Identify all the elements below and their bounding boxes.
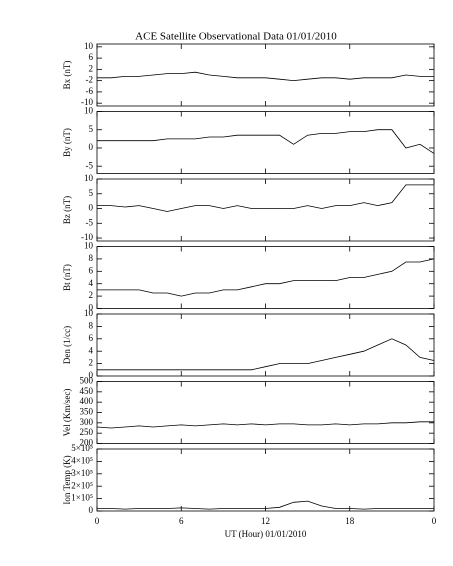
y-tick-label: 6 (89, 265, 94, 275)
panel-frame (96, 381, 435, 444)
y-tick-label: -6 (86, 86, 94, 96)
y-tick-label: 0 (89, 203, 94, 213)
y-tick-label: 2 (89, 63, 94, 73)
y-tick-label: 2 (89, 290, 94, 300)
data-line (97, 184, 434, 212)
y-axis-label: Bt (nT) (62, 264, 72, 291)
y-tick-label: 5×10⁵ (71, 443, 93, 453)
y-tick-label: -5 (86, 217, 94, 227)
y-tick-label: 8 (89, 320, 94, 330)
y-tick-label: 500 (80, 376, 94, 386)
y-tick-label: 4 (89, 345, 94, 355)
y-axis-label: Den (1/cc) (62, 326, 72, 364)
x-tick-label: 6 (179, 516, 184, 526)
data-line (97, 129, 435, 154)
x-axis-label: UT (Hour) 01/01/2010 (225, 529, 307, 539)
y-tick-label: 250 (80, 427, 94, 437)
y-tick-label: -2 (86, 75, 94, 85)
y-tick-label: -5 (86, 160, 94, 170)
y-tick-label: 6 (89, 52, 94, 62)
y-tick-label: 10 (84, 241, 94, 251)
y-tick-label: 450 (80, 386, 94, 396)
data-line (97, 71, 434, 82)
y-tick-label: -10 (81, 232, 93, 242)
y-tick-label: 2×10⁵ (71, 480, 93, 490)
y-tick-label: 2 (89, 358, 94, 368)
y-tick-label: 400 (80, 396, 94, 406)
y-axis-label: Ion Temp (K) (62, 455, 72, 504)
panel-frame (96, 43, 435, 107)
y-axis-label: Bz (nT) (62, 196, 72, 224)
x-tick-label: 0 (95, 516, 100, 526)
y-tick-label: 200 (80, 438, 94, 448)
y-axis-label: Bx (nT) (62, 61, 72, 90)
data-line (96, 421, 434, 429)
y-tick-label: 0 (89, 303, 94, 313)
y-tick-label: 10 (84, 106, 94, 116)
y-tick-label: 1×10⁵ (71, 493, 93, 503)
y-tick-label: 10 (84, 41, 94, 51)
y-tick-label: 0 (89, 370, 94, 380)
y-tick-label: 8 (89, 253, 94, 263)
x-tick-label: 18 (345, 516, 355, 526)
chart-title: ACE Satellite Observational Data 01/01/2… (135, 31, 337, 43)
data-line (97, 500, 434, 510)
panel-frame (96, 448, 435, 512)
y-axis-label: Vel (Km/sec) (62, 389, 72, 437)
y-tick-label: 0 (89, 142, 94, 152)
y-tick-label: 10 (84, 308, 94, 318)
x-tick-label: 0 (432, 516, 437, 526)
x-tick-label: 12 (261, 516, 270, 526)
panel-frame (96, 111, 435, 174)
y-tick-label: 10 (84, 173, 94, 183)
y-tick-label: 5 (89, 188, 94, 198)
data-line (97, 258, 435, 297)
y-tick-label: 6 (89, 333, 94, 343)
y-tick-label: 3×10⁵ (71, 468, 93, 478)
data-line (97, 338, 435, 371)
y-tick-label: 4×10⁵ (71, 455, 93, 465)
panel-frame (96, 246, 435, 309)
y-tick-label: 5 (89, 124, 94, 134)
y-tick-label: 4 (89, 278, 94, 288)
y-axis-label: By (nT) (62, 128, 72, 157)
y-tick-label: 0 (89, 505, 94, 515)
panel-frame (96, 178, 435, 242)
y-tick-label: -10 (81, 97, 93, 107)
y-tick-label: 350 (80, 407, 94, 417)
y-tick-label: 300 (80, 417, 94, 427)
